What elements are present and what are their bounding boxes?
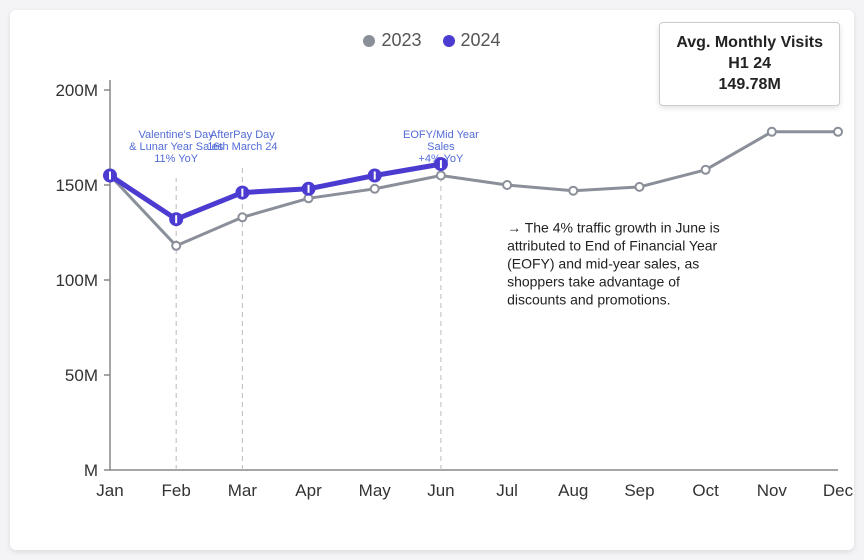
svg-text:Jul: Jul	[496, 481, 518, 500]
svg-text:(EOFY) and mid-year sales, as: (EOFY) and mid-year sales, as	[507, 256, 699, 272]
svg-text:discounts and promotions.: discounts and promotions.	[507, 292, 670, 308]
svg-text:200M: 200M	[55, 81, 98, 100]
svg-text:Feb: Feb	[162, 481, 191, 500]
svg-text:16th March 24: 16th March 24	[207, 141, 277, 153]
svg-text:50M: 50M	[65, 366, 98, 385]
svg-text:shoppers take advantage of: shoppers take advantage of	[507, 274, 680, 290]
svg-text:May: May	[359, 481, 392, 500]
chart-card: 2023 2024 Avg. Monthly Visits H1 24 149.…	[10, 10, 854, 550]
svg-text:Nov: Nov	[757, 481, 788, 500]
svg-text:Mar: Mar	[228, 481, 258, 500]
svg-text:AfterPay Day: AfterPay Day	[210, 129, 275, 141]
svg-text:Apr: Apr	[295, 481, 322, 500]
svg-text:Dec: Dec	[823, 481, 854, 500]
svg-text:Oct: Oct	[692, 481, 719, 500]
svg-text:150M: 150M	[55, 176, 98, 195]
svg-text:100M: 100M	[55, 271, 98, 290]
svg-text:attributed to End of Financial: attributed to End of Financial Year	[507, 238, 717, 254]
svg-text:→ The 4% traffic growth in Jun: → The 4% traffic growth in June is	[507, 220, 720, 236]
svg-text:M: M	[84, 461, 98, 480]
svg-text:Aug: Aug	[558, 481, 588, 500]
line-chart: M 50M 100M 150M 200M Jan Feb Mar Apr May Jun Jul Aug…	[10, 10, 854, 550]
svg-text:Sales: Sales	[427, 141, 455, 153]
svg-text:Sep: Sep	[624, 481, 654, 500]
svg-text:Jun: Jun	[427, 481, 454, 500]
svg-text:EOFY/Mid Year: EOFY/Mid Year	[403, 129, 479, 141]
svg-text:Valentine's Day: Valentine's Day	[139, 129, 215, 141]
svg-text:11% YoY: 11% YoY	[154, 153, 199, 165]
svg-text:Jan: Jan	[96, 481, 123, 500]
